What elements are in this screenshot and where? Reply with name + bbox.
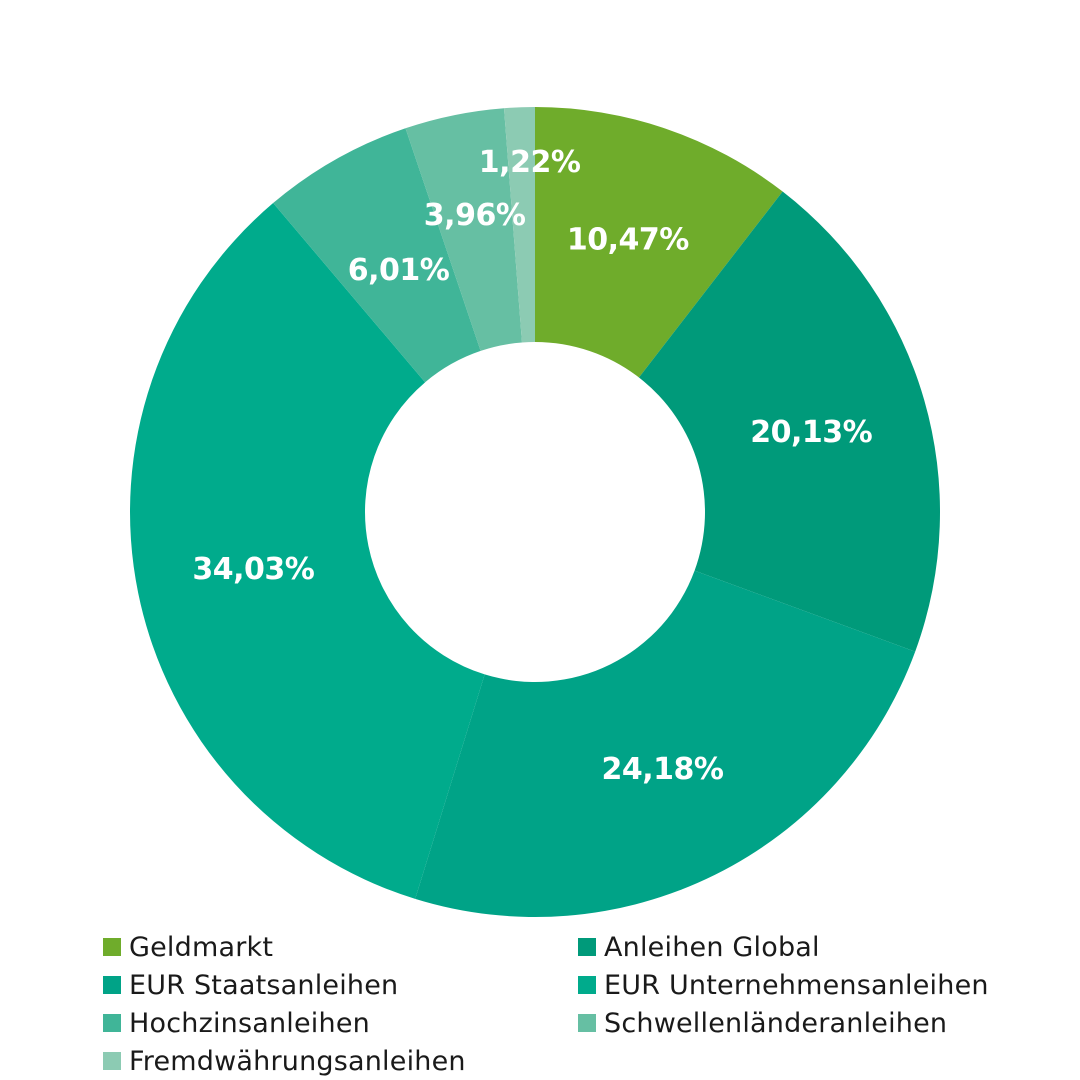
legend-item-geldmarkt: Geldmarkt: [103, 928, 273, 966]
slice-label: 6,01%: [348, 253, 450, 288]
legend-item-schwellenlaenderanleihen: Schwellenländeranleihen: [578, 1004, 947, 1042]
legend-swatch: [578, 976, 596, 994]
slice-label: 20,13%: [750, 415, 872, 450]
legend-label: Hochzinsanleihen: [129, 1007, 370, 1039]
slice-label: 1,22%: [479, 145, 581, 180]
slice-eur-unternehmensanleihen: [130, 203, 485, 899]
legend-label: EUR Staatsanleihen: [129, 969, 399, 1001]
slice-schwellenl-nderanleihen: [405, 108, 522, 351]
legend-label: Geldmarkt: [129, 931, 274, 963]
legend-swatch: [103, 1052, 121, 1070]
slice-eur-staatsanleihen: [415, 570, 916, 918]
legend-swatch: [103, 938, 121, 956]
legend-label: Schwellenländeranleihen: [604, 1007, 948, 1039]
legend-swatch: [578, 938, 596, 956]
slice-fremdw-hrungsanleihen: [503, 107, 535, 343]
donut-chart: 10,47% 20,13% 24,18% 34,03% 6,01% 3,96% 1,22%: [130, 107, 941, 918]
legend-label: EUR Unternehmensanleihen: [604, 969, 989, 1001]
slice-hochzinsanleihen: [273, 128, 481, 383]
legend-label: Fremdwährungsanleihen: [129, 1045, 466, 1077]
legend-item-anleihen-global: Anleihen Global: [578, 928, 820, 966]
legend-swatch: [103, 976, 121, 994]
chart-legend: Geldmarkt Anleihen Global EUR Staatsanle…: [0, 928, 1080, 1078]
legend-item-hochzinsanleihen: Hochzinsanleihen: [103, 1004, 370, 1042]
slice-geldmarkt: [535, 107, 783, 378]
slice-label: 24,18%: [601, 752, 723, 787]
legend-label: Anleihen Global: [604, 931, 820, 963]
legend-item-eur-staatsanleihen: EUR Staatsanleihen: [103, 966, 398, 1004]
legend-swatch: [578, 1014, 596, 1032]
slice-anleihen-global: [638, 191, 941, 652]
legend-swatch: [103, 1014, 121, 1032]
legend-item-eur-unternehmensanleihen: EUR Unternehmensanleihen: [578, 966, 989, 1004]
slice-label: 10,47%: [567, 222, 689, 257]
slice-label: 3,96%: [424, 198, 526, 233]
slice-label: 34,03%: [192, 552, 314, 587]
legend-item-fremdwaehrungsanleihen: Fremdwährungsanleihen: [103, 1042, 466, 1080]
